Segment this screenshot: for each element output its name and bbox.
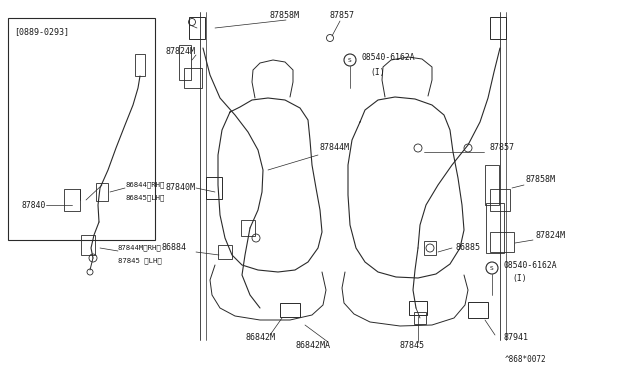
Text: (I): (I) — [370, 67, 385, 77]
Text: 87840M: 87840M — [165, 183, 195, 192]
Text: 86845〈LH〉: 86845〈LH〉 — [125, 195, 164, 201]
Text: 87844M: 87844M — [320, 144, 350, 153]
Bar — [409, 301, 427, 315]
Bar — [206, 177, 222, 199]
Text: 86844〈RH〉: 86844〈RH〉 — [125, 182, 164, 188]
Bar — [490, 189, 510, 211]
Text: 86885: 86885 — [455, 244, 480, 253]
Bar — [485, 165, 499, 205]
Text: 86884: 86884 — [162, 244, 187, 253]
Text: S: S — [348, 58, 352, 62]
Text: 87844M〈RH〉: 87844M〈RH〉 — [118, 245, 162, 251]
Bar — [189, 17, 205, 39]
Text: 87845: 87845 — [400, 340, 425, 350]
Text: ^868*0072: ^868*0072 — [505, 356, 547, 365]
Text: 86842M: 86842M — [246, 334, 276, 343]
Bar — [490, 17, 506, 39]
Bar — [468, 302, 488, 318]
Bar — [135, 54, 145, 76]
Text: 87858M: 87858M — [526, 176, 556, 185]
Bar — [64, 189, 80, 211]
Text: 08540-6162A: 08540-6162A — [504, 260, 557, 269]
Text: [0889-0293]: [0889-0293] — [14, 28, 69, 36]
Text: 87858M: 87858M — [270, 10, 300, 19]
Bar — [96, 183, 108, 201]
Bar — [490, 232, 514, 252]
Text: 87857: 87857 — [490, 144, 515, 153]
Bar — [179, 45, 191, 80]
Text: 87840: 87840 — [22, 201, 46, 209]
Text: S: S — [490, 266, 494, 270]
Bar — [218, 245, 232, 259]
Bar — [424, 241, 436, 255]
Text: 87824M: 87824M — [165, 48, 195, 57]
Text: 87845 〈LH〉: 87845 〈LH〉 — [118, 258, 162, 264]
Bar — [280, 303, 300, 317]
Bar — [81, 235, 95, 255]
Text: 08540-6162A: 08540-6162A — [362, 54, 415, 62]
Bar — [486, 203, 504, 253]
Bar — [8, 18, 155, 240]
Text: 87941: 87941 — [504, 334, 529, 343]
Text: (I): (I) — [512, 273, 527, 282]
Text: 87824M: 87824M — [536, 231, 566, 240]
Bar — [241, 220, 255, 236]
Text: 87857: 87857 — [330, 10, 355, 19]
Text: 86842MA: 86842MA — [295, 340, 330, 350]
Bar — [184, 68, 202, 88]
Bar — [414, 312, 426, 324]
